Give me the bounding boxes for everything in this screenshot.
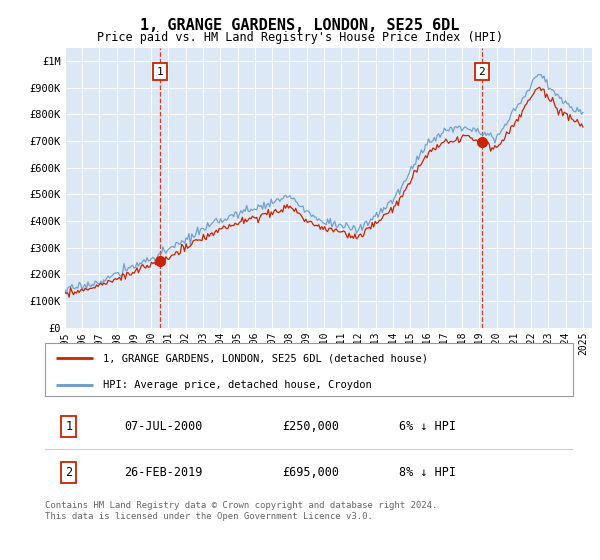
Text: 1: 1 (65, 420, 73, 433)
Text: HPI: Average price, detached house, Croydon: HPI: Average price, detached house, Croy… (103, 380, 372, 390)
FancyBboxPatch shape (45, 343, 573, 396)
Text: £695,000: £695,000 (283, 466, 340, 479)
Text: 2: 2 (65, 466, 73, 479)
Text: 1, GRANGE GARDENS, LONDON, SE25 6DL: 1, GRANGE GARDENS, LONDON, SE25 6DL (140, 18, 460, 34)
Text: 6% ↓ HPI: 6% ↓ HPI (399, 420, 456, 433)
Text: 1: 1 (157, 67, 164, 77)
Text: Price paid vs. HM Land Registry's House Price Index (HPI): Price paid vs. HM Land Registry's House … (97, 31, 503, 44)
Text: 2: 2 (479, 67, 485, 77)
Text: 8% ↓ HPI: 8% ↓ HPI (399, 466, 456, 479)
Text: £250,000: £250,000 (283, 420, 340, 433)
Text: 26-FEB-2019: 26-FEB-2019 (124, 466, 203, 479)
Text: 1, GRANGE GARDENS, LONDON, SE25 6DL (detached house): 1, GRANGE GARDENS, LONDON, SE25 6DL (det… (103, 353, 428, 363)
Text: 07-JUL-2000: 07-JUL-2000 (124, 420, 203, 433)
Text: Contains HM Land Registry data © Crown copyright and database right 2024.
This d: Contains HM Land Registry data © Crown c… (45, 501, 437, 521)
